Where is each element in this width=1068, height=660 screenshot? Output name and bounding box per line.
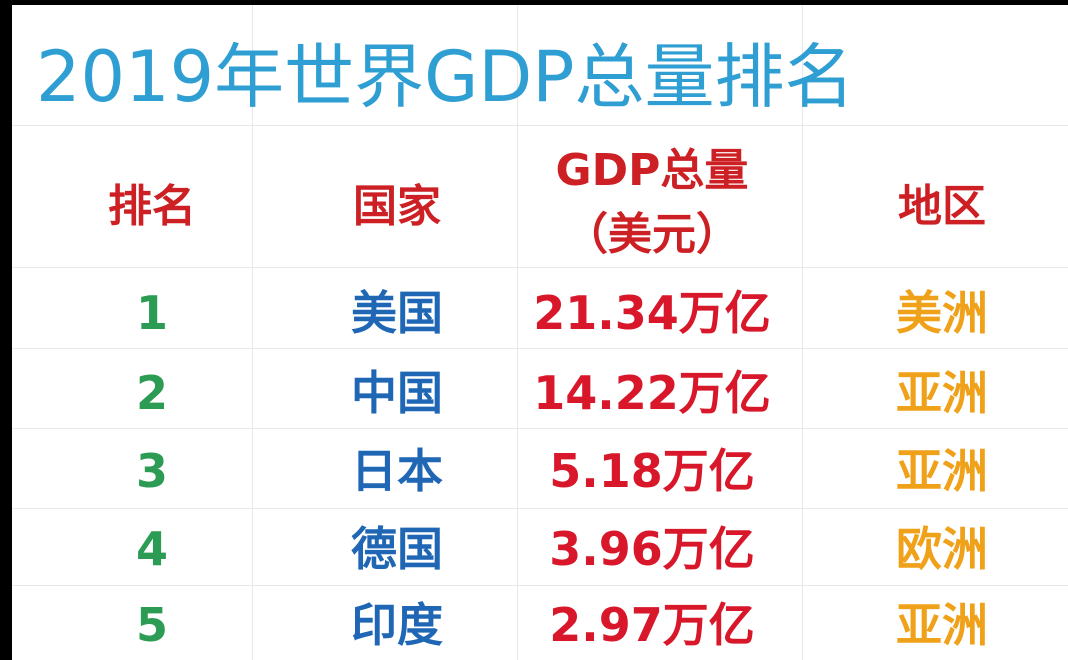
- region-cell: 亚洲: [896, 598, 988, 652]
- gdp-cell: 14.22万亿: [533, 366, 771, 420]
- gdp-cell: 5.18万亿: [549, 444, 755, 498]
- region-cell: 美洲: [896, 286, 988, 340]
- header-rank: 排名: [108, 181, 196, 232]
- rank-cell: 3: [135, 444, 168, 498]
- grid-line: [12, 585, 1068, 586]
- country-cell: 日本: [351, 444, 443, 498]
- gdp-cell: 3.96万亿: [549, 522, 755, 576]
- grid-line: [802, 5, 803, 660]
- grid-line: [252, 5, 253, 660]
- rank-cell: 5: [135, 598, 168, 652]
- header-gdp: GDP总量: [555, 145, 749, 196]
- country-cell: 美国: [351, 286, 443, 340]
- region-cell: 亚洲: [896, 444, 988, 498]
- rank-cell: 2: [135, 366, 168, 420]
- region-cell: 欧洲: [896, 522, 988, 576]
- grid-line: [12, 267, 1068, 268]
- grid-line: [517, 5, 518, 660]
- rank-cell: 1: [135, 286, 168, 340]
- header-country: 国家: [353, 181, 441, 232]
- spreadsheet-table: 2019年世界GDP总量排名 排名 国家 GDP总量 （美元） 地区 1 美国 …: [12, 5, 1068, 660]
- country-cell: 德国: [351, 522, 443, 576]
- grid-line: [12, 428, 1068, 429]
- header-region: 地区: [898, 181, 986, 232]
- rank-cell: 4: [135, 522, 168, 576]
- country-cell: 印度: [351, 598, 443, 652]
- table-title: 2019年世界GDP总量排名: [36, 36, 855, 118]
- country-cell: 中国: [351, 366, 443, 420]
- grid-line: [12, 508, 1068, 509]
- grid-line: [12, 348, 1068, 349]
- grid-line: [12, 125, 1068, 126]
- gdp-cell: 21.34万亿: [533, 286, 771, 340]
- region-cell: 亚洲: [896, 366, 988, 420]
- header-gdp-unit: （美元）: [564, 209, 740, 260]
- gdp-cell: 2.97万亿: [549, 598, 755, 652]
